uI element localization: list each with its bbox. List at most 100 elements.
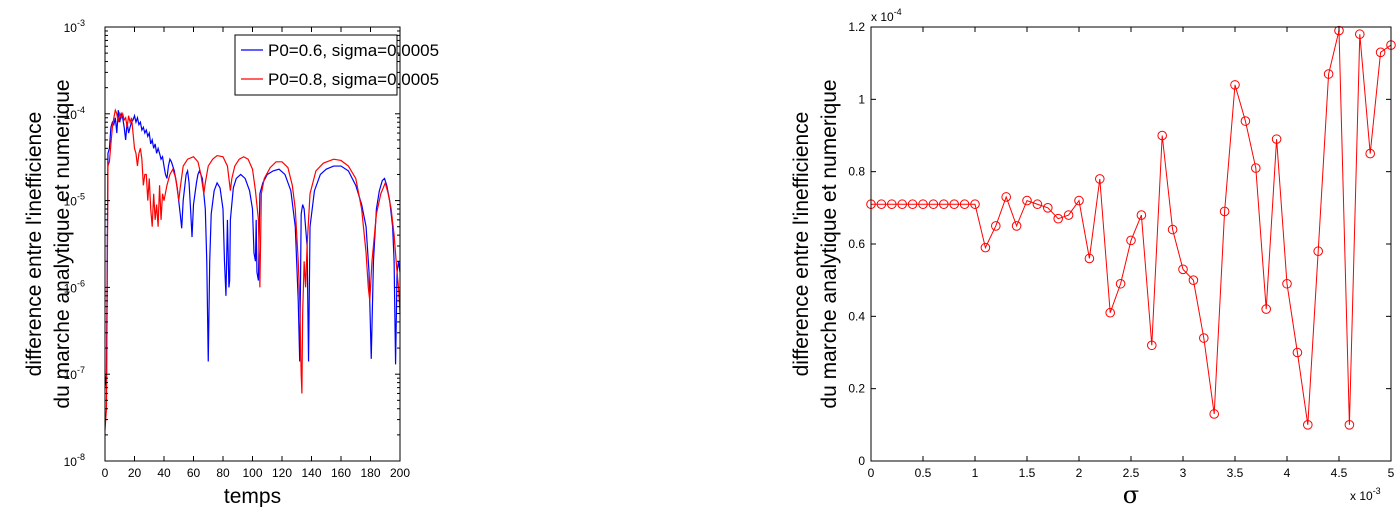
y-tick-label-left: 10-4 bbox=[64, 105, 85, 122]
legend-label-series-2: P0=0.8, sigma=0.0005 bbox=[268, 70, 439, 89]
y-axis-label-right-line2: du marche analytique et numerique bbox=[818, 79, 841, 408]
data-point-marker bbox=[1032, 199, 1043, 210]
data-point-marker bbox=[1105, 307, 1115, 318]
chart-right: 0 0.5 1 1.5 2 2.5 3 3.5 4 4.5 5 0 0.2 0.4 0.6 0.8 1 1.2 σ… bbox=[790, 7, 1396, 507]
data-point-marker bbox=[1313, 246, 1323, 257]
y-axis-label-left-line2: du marche analytique et numerique bbox=[51, 79, 74, 408]
x-tick-label-left: 200 bbox=[390, 466, 410, 480]
x-tick-label-left: 120 bbox=[272, 466, 292, 480]
x-tick-label-right: 0.5 bbox=[915, 466, 932, 480]
data-point-marker bbox=[928, 199, 939, 210]
data-point-marker bbox=[1157, 130, 1167, 141]
chart-right-frame bbox=[870, 26, 1392, 462]
data-point-marker bbox=[1115, 278, 1126, 289]
data-point-marker bbox=[1147, 340, 1157, 351]
y-tick-label-left: 10-3 bbox=[64, 18, 85, 35]
x-tick-label-left: 60 bbox=[187, 466, 201, 480]
data-point-marker bbox=[1043, 203, 1053, 213]
y-tick-label-right: 0.2 bbox=[848, 382, 865, 396]
data-point-marker bbox=[907, 199, 918, 210]
data-point-marker bbox=[959, 199, 970, 210]
y-tick-label-right: 1 bbox=[858, 92, 865, 106]
y-tick-label-left: 10-6 bbox=[64, 278, 85, 295]
y-tick-label-right: 0.6 bbox=[848, 237, 865, 251]
x-multiplier-right: x 10-3 bbox=[1350, 486, 1381, 503]
x-tick-label-right: 2.5 bbox=[1123, 466, 1140, 480]
x-tick-label-right: 4.5 bbox=[1331, 466, 1348, 480]
data-point-marker bbox=[1178, 264, 1188, 275]
x-tick-label-right: 2 bbox=[1076, 466, 1083, 480]
x-axis-label-right: σ bbox=[1123, 481, 1139, 507]
data-point-marker bbox=[1011, 221, 1022, 231]
x-tick-label-right: 0 bbox=[868, 466, 875, 480]
x-tick-label-right: 3.5 bbox=[1227, 466, 1244, 480]
y-tick-label-right: 0 bbox=[858, 454, 865, 468]
data-point-marker bbox=[897, 199, 908, 210]
x-tick-label-left: 80 bbox=[216, 466, 230, 480]
data-point-marker bbox=[1303, 420, 1313, 430]
x-tick-label-right: 3 bbox=[1180, 466, 1187, 480]
x-tick-label-right: 4 bbox=[1284, 466, 1291, 480]
data-point-marker bbox=[1292, 347, 1303, 358]
data-point-marker bbox=[1251, 163, 1261, 173]
y-tick-label-right: 0.8 bbox=[848, 165, 865, 179]
x-tick-label-left: 40 bbox=[157, 466, 171, 480]
y-axis-label-left-line1: difference entre l'inefficience bbox=[23, 112, 46, 377]
y-multiplier-right: x 10-4 bbox=[871, 7, 902, 24]
y-tick-label-left: 10-5 bbox=[64, 192, 85, 209]
x-tick-label-right: 1 bbox=[972, 466, 979, 480]
data-point-marker bbox=[1084, 253, 1095, 264]
data-point-marker bbox=[991, 221, 1001, 231]
data-point-marker bbox=[1136, 210, 1147, 220]
series-line-right bbox=[871, 30, 1392, 425]
data-point-marker bbox=[980, 242, 991, 253]
data-point-marker bbox=[1355, 29, 1365, 40]
data-point-marker bbox=[1334, 25, 1344, 36]
y-tick-label-right: 0.4 bbox=[848, 309, 865, 323]
data-point-marker bbox=[1282, 278, 1292, 289]
data-point-marker bbox=[970, 199, 980, 210]
data-point-marker bbox=[1323, 69, 1334, 79]
data-point-marker bbox=[1344, 420, 1355, 430]
data-point-marker bbox=[1095, 174, 1105, 184]
data-point-marker bbox=[1219, 206, 1230, 217]
data-point-marker bbox=[887, 199, 897, 210]
y-tick-label-left: 10-7 bbox=[64, 365, 85, 382]
series-line-1 bbox=[104, 110, 401, 388]
data-point-marker bbox=[939, 199, 949, 210]
series-line-2 bbox=[104, 108, 401, 430]
x-tick-label-left: 100 bbox=[242, 466, 262, 480]
data-point-marker bbox=[1022, 195, 1032, 206]
x-tick-label-left: 140 bbox=[301, 466, 321, 480]
legend-label-series-1: P0=0.6, sigma=0.0005 bbox=[268, 41, 439, 60]
x-tick-label-left: 180 bbox=[360, 466, 380, 480]
data-point-marker bbox=[949, 199, 960, 210]
data-point-marker bbox=[1063, 210, 1074, 220]
legend: P0=0.6, sigma=0.0005 P0=0.8, sigma=0.000… bbox=[234, 34, 439, 96]
chart-left: 0 20 40 60 80 100 120 140 160 180 200 10-8 10-7 10-6 1… bbox=[23, 18, 439, 507]
data-point-marker bbox=[1240, 116, 1251, 126]
data-point-marker bbox=[1271, 134, 1282, 144]
x-axis-label-left: temps bbox=[224, 485, 281, 507]
data-point-marker bbox=[1199, 333, 1209, 343]
legend-box bbox=[234, 34, 398, 96]
x-tick-label-right: 5 bbox=[1388, 466, 1395, 480]
data-point-marker bbox=[1074, 195, 1084, 206]
y-axis-label-right-line1: difference entre l'inefficience bbox=[790, 112, 813, 377]
x-tick-label-left: 0 bbox=[102, 466, 109, 480]
data-point-marker bbox=[1375, 47, 1386, 58]
data-point-marker bbox=[1167, 224, 1178, 235]
data-point-marker bbox=[1365, 148, 1375, 159]
data-point-marker bbox=[1209, 409, 1219, 419]
x-tick-label-right: 1.5 bbox=[1019, 466, 1036, 480]
x-tick-label-left: 160 bbox=[331, 466, 351, 480]
data-point-marker bbox=[876, 199, 887, 210]
data-point-marker bbox=[1230, 80, 1240, 90]
data-point-marker bbox=[1188, 275, 1199, 285]
y-tick-label-left: 10-8 bbox=[64, 452, 85, 469]
data-point-marker bbox=[1126, 235, 1136, 246]
data-point-marker bbox=[918, 199, 928, 210]
x-tick-label-left: 20 bbox=[128, 466, 142, 480]
data-point-marker bbox=[1261, 304, 1271, 314]
